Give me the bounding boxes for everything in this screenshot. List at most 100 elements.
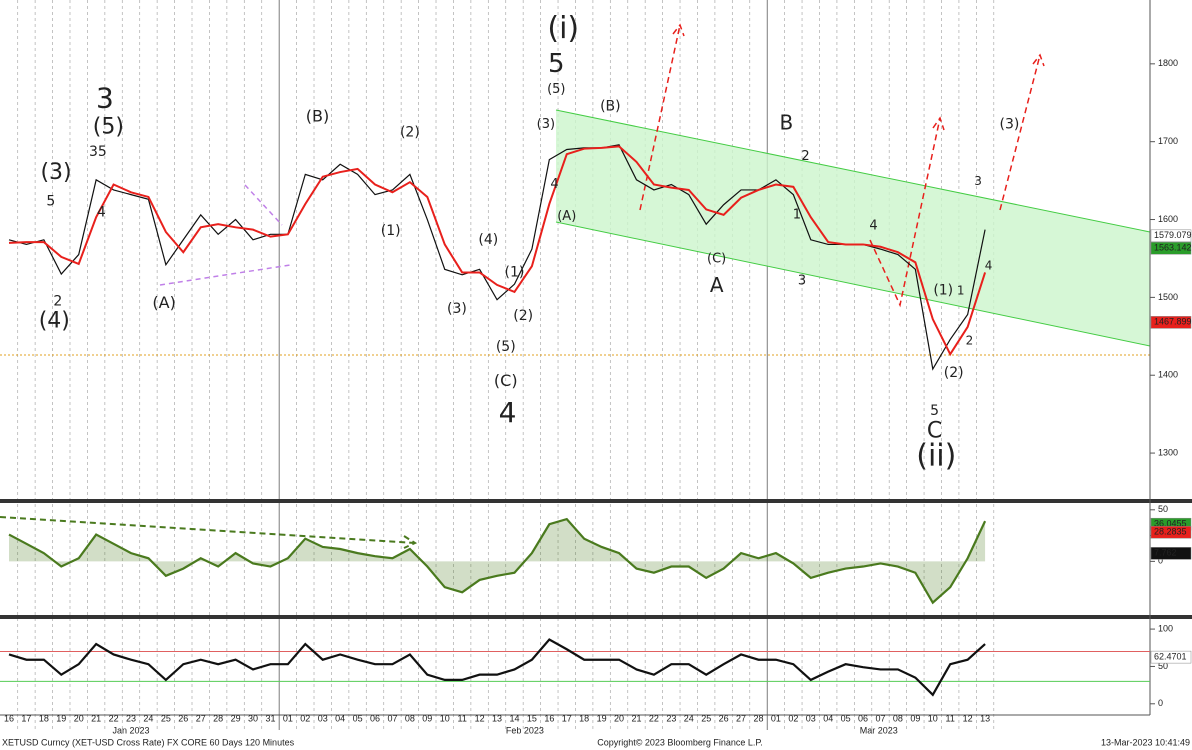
wave-label: (5) <box>496 339 516 355</box>
x-tick-label: 27 <box>736 713 746 723</box>
wave-label: 2 <box>966 333 974 347</box>
wave-label: (4) <box>478 232 498 248</box>
channel-bottom <box>555 221 1151 347</box>
wave-label: 3 <box>798 274 806 289</box>
x-tick-label: 21 <box>91 713 101 723</box>
x-tick-label: 09 <box>910 713 920 723</box>
security-label: XETUSD Curncy (XET-USD Cross Rate) FX CO… <box>2 737 295 747</box>
x-tick-label: 25 <box>701 713 711 723</box>
y-tick-label: 50 <box>1158 504 1168 514</box>
wave-label: (5) <box>93 115 124 140</box>
x-tick-label: 25 <box>161 713 171 723</box>
series-line <box>8 145 987 357</box>
x-tick-label: 31 <box>265 713 275 723</box>
wave-label: (i) <box>547 11 579 46</box>
x-tick-label: 10 <box>440 713 450 723</box>
arrow <box>639 23 685 211</box>
y-tick-label: 0 <box>1158 556 1163 566</box>
wave-label: 2 <box>801 149 809 164</box>
x-tick-label: 20 <box>74 713 84 723</box>
x-tick-label: 15 <box>527 713 537 723</box>
wave-label: (5) <box>547 82 565 97</box>
x-tick-label: 29 <box>231 713 241 723</box>
x-tick-label: 14 <box>509 713 519 723</box>
month-label: Feb 2023 <box>506 725 544 735</box>
value-box <box>1150 547 1192 560</box>
wave-label: (ii) <box>916 438 956 473</box>
wave-label: 4 <box>550 177 558 192</box>
x-tick-label: 02 <box>300 713 310 723</box>
x-tick-label: 28 <box>213 713 223 723</box>
x-tick-label: 21 <box>631 713 641 723</box>
series-line <box>8 638 986 697</box>
arrow <box>869 116 945 308</box>
wave-label: (A) <box>152 293 175 312</box>
wave-label: (B) <box>600 99 621 115</box>
projection-arrows <box>639 23 1045 308</box>
wave-label: (1) <box>381 223 401 239</box>
wave-label: (2) <box>944 365 964 381</box>
x-tick-label: 23 <box>666 713 676 723</box>
wave-label: (3) <box>537 117 555 132</box>
wave-label: 5 <box>930 403 939 419</box>
x-tick-label: 08 <box>405 713 415 723</box>
x-tick-label: 19 <box>597 713 607 723</box>
x-tick-label: 05 <box>353 713 363 723</box>
channel-fill <box>556 110 1150 346</box>
x-tick-label: 26 <box>178 713 188 723</box>
wave-label: (1) <box>505 264 525 280</box>
value-box-label: 62.4701 <box>1154 651 1187 661</box>
y-tick-label: 100 <box>1158 623 1173 633</box>
wave-label: 4 <box>985 259 993 273</box>
x-tick-label: 06 <box>370 713 380 723</box>
x-tick-label: 22 <box>109 713 119 723</box>
x-tick-label: 18 <box>579 713 589 723</box>
x-tick-label: 02 <box>788 713 798 723</box>
panel-separator <box>0 615 1192 619</box>
wave-label: (C) <box>494 371 518 390</box>
y-tick-label: 1700 <box>1158 136 1178 146</box>
x-tick-label: 23 <box>126 713 136 723</box>
x-tick-label: 09 <box>422 713 432 723</box>
month-label: Jan 2023 <box>112 725 149 735</box>
copyright: Copyright© 2023 Bloomberg Finance L.P. <box>597 737 763 747</box>
wedge-line <box>244 184 283 226</box>
y-tick-label: 1800 <box>1158 58 1178 68</box>
panel-separator <box>0 499 1192 503</box>
series-line <box>8 144 986 371</box>
wave-label: (4) <box>39 309 70 334</box>
wave-label: 1 <box>793 207 801 222</box>
wave-label: A <box>710 273 724 297</box>
wedge-line <box>159 264 291 286</box>
x-tick-label: 13 <box>980 713 990 723</box>
x-tick-label: 13 <box>492 713 502 723</box>
value-box <box>1150 241 1192 255</box>
wave-label: 35 <box>89 144 107 160</box>
wave-label: (A) <box>557 209 576 224</box>
wave-label: 4 <box>97 205 106 221</box>
value-box <box>1150 316 1192 329</box>
wave-label: 5 <box>46 194 55 210</box>
x-tick-label: 28 <box>753 713 763 723</box>
x-tick-label: 18 <box>39 713 49 723</box>
x-tick-label: 27 <box>196 713 206 723</box>
wave-label: 1 <box>957 284 965 298</box>
wave-label: (3) <box>447 301 467 317</box>
wave-label: B <box>780 110 794 134</box>
x-tick-label: 08 <box>893 713 903 723</box>
value-box-label: 1563.142 <box>1154 243 1192 253</box>
wave-label: (B) <box>306 106 329 125</box>
x-tick-label: 01 <box>771 713 781 723</box>
x-tick-label: 03 <box>318 713 328 723</box>
x-tick-label: 12 <box>475 713 485 723</box>
channel-top <box>555 109 1151 233</box>
day-grid <box>17 0 995 730</box>
x-tick-label: 06 <box>858 713 868 723</box>
x-tick-label: 17 <box>562 713 572 723</box>
wave-label: 2 <box>53 293 62 309</box>
x-tick-label: 12 <box>963 713 973 723</box>
timestamp: 13-Mar-2023 10:41:49 <box>1101 737 1190 747</box>
y-tick-label: 1300 <box>1158 447 1178 457</box>
value-box-label: 1467.899 <box>1154 317 1192 327</box>
